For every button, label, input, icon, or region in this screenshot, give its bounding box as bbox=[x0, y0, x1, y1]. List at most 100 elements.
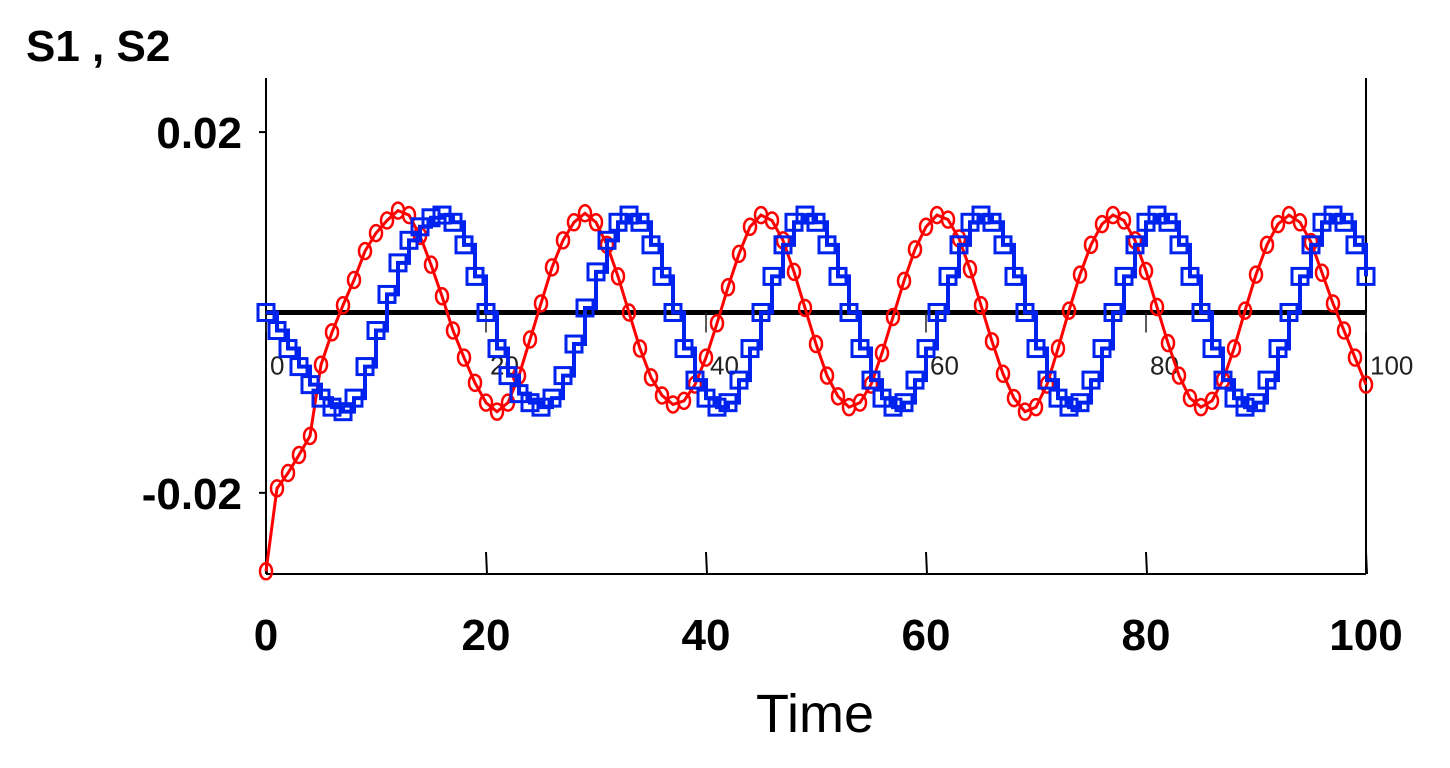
x-axis-label: Time bbox=[756, 684, 874, 744]
data-point bbox=[399, 230, 419, 250]
series-s1-red bbox=[258, 201, 1374, 581]
data-point bbox=[1169, 235, 1189, 255]
data-point bbox=[544, 258, 560, 277]
data-point bbox=[1202, 339, 1222, 359]
data-point bbox=[291, 445, 307, 465]
data-point bbox=[663, 302, 683, 322]
data-point bbox=[465, 266, 485, 286]
data-point bbox=[949, 235, 969, 255]
x-tick-label: 60 bbox=[902, 611, 951, 660]
data-point bbox=[346, 270, 362, 290]
data-point bbox=[344, 388, 364, 408]
data-point bbox=[577, 204, 593, 223]
data-point bbox=[1259, 235, 1275, 255]
data-point bbox=[1015, 302, 1035, 322]
data-point bbox=[269, 479, 285, 498]
y-tick-labels: 0.02 -0.02 bbox=[142, 109, 242, 519]
data-point bbox=[852, 393, 868, 412]
data-point bbox=[1125, 235, 1145, 255]
data-point bbox=[674, 339, 694, 359]
data-point bbox=[742, 217, 758, 237]
data-point bbox=[575, 298, 595, 318]
x-tick-mark bbox=[925, 551, 928, 575]
data-point bbox=[368, 223, 384, 243]
data-point bbox=[839, 302, 859, 322]
data-point bbox=[940, 210, 956, 229]
data-point bbox=[982, 212, 1002, 232]
data-point bbox=[1292, 213, 1308, 232]
data-point bbox=[423, 255, 439, 274]
data-point bbox=[905, 370, 925, 390]
data-point bbox=[357, 241, 373, 261]
data-point bbox=[764, 211, 780, 230]
inner-tick-label: 0 bbox=[270, 350, 284, 380]
x-tick-labels: 0 20 40 60 80 100 bbox=[254, 611, 1403, 660]
data-point bbox=[751, 302, 771, 322]
series bbox=[256, 201, 1376, 581]
data-point bbox=[467, 373, 483, 393]
data-point bbox=[1345, 235, 1365, 255]
data-point bbox=[894, 393, 914, 413]
data-point bbox=[289, 357, 309, 377]
data-point bbox=[553, 366, 573, 386]
data-point bbox=[850, 339, 870, 359]
data-point bbox=[1158, 212, 1178, 232]
data-point bbox=[654, 386, 670, 405]
data-point bbox=[267, 321, 287, 341]
data-point bbox=[916, 339, 936, 359]
data-point bbox=[1191, 302, 1211, 322]
data-point bbox=[434, 286, 450, 306]
data-point bbox=[443, 212, 463, 232]
data-point bbox=[445, 321, 461, 340]
data-point bbox=[797, 298, 813, 318]
data-point bbox=[1061, 301, 1077, 320]
x-tick-mark bbox=[705, 551, 708, 575]
data-point bbox=[652, 266, 672, 286]
data-point bbox=[487, 339, 507, 359]
data-point bbox=[641, 235, 661, 255]
data-point bbox=[1248, 265, 1264, 284]
data-point bbox=[1325, 294, 1341, 313]
data-point bbox=[643, 368, 659, 387]
data-point bbox=[874, 343, 890, 363]
data-point bbox=[685, 370, 705, 390]
data-point bbox=[1246, 393, 1266, 413]
data-point bbox=[962, 259, 978, 279]
series-line bbox=[264, 208, 1368, 572]
data-point bbox=[366, 321, 386, 341]
x-tick-label: 100 bbox=[1329, 611, 1402, 660]
data-point bbox=[819, 366, 835, 385]
data-point bbox=[698, 348, 714, 367]
data-point bbox=[278, 339, 298, 359]
data-point bbox=[454, 235, 474, 255]
data-point bbox=[707, 397, 727, 417]
data-point bbox=[918, 217, 934, 237]
data-point bbox=[401, 205, 417, 225]
data-point bbox=[1213, 370, 1233, 390]
data-point bbox=[421, 208, 441, 228]
data-point bbox=[1059, 397, 1079, 417]
data-point bbox=[456, 348, 472, 367]
data-point bbox=[1070, 393, 1090, 413]
series-s2-blue bbox=[256, 205, 1376, 422]
data-point bbox=[610, 267, 626, 286]
data-point bbox=[995, 364, 1011, 384]
x-tick-mark bbox=[485, 551, 488, 575]
data-point bbox=[1026, 339, 1046, 359]
x-tick-mark bbox=[1365, 551, 1368, 575]
data-point bbox=[333, 402, 353, 422]
data-point bbox=[555, 231, 571, 250]
data-point bbox=[1358, 375, 1374, 394]
data-point bbox=[300, 375, 320, 395]
data-point bbox=[907, 240, 923, 259]
data-point bbox=[533, 294, 549, 313]
data-point bbox=[718, 393, 738, 413]
data-point bbox=[520, 393, 540, 413]
data-point bbox=[720, 277, 736, 297]
x-tick-label: 20 bbox=[462, 611, 511, 660]
data-point bbox=[1006, 388, 1022, 408]
data-point bbox=[379, 211, 395, 230]
inner-tick-label: 40 bbox=[710, 350, 739, 380]
data-point bbox=[1171, 366, 1187, 385]
